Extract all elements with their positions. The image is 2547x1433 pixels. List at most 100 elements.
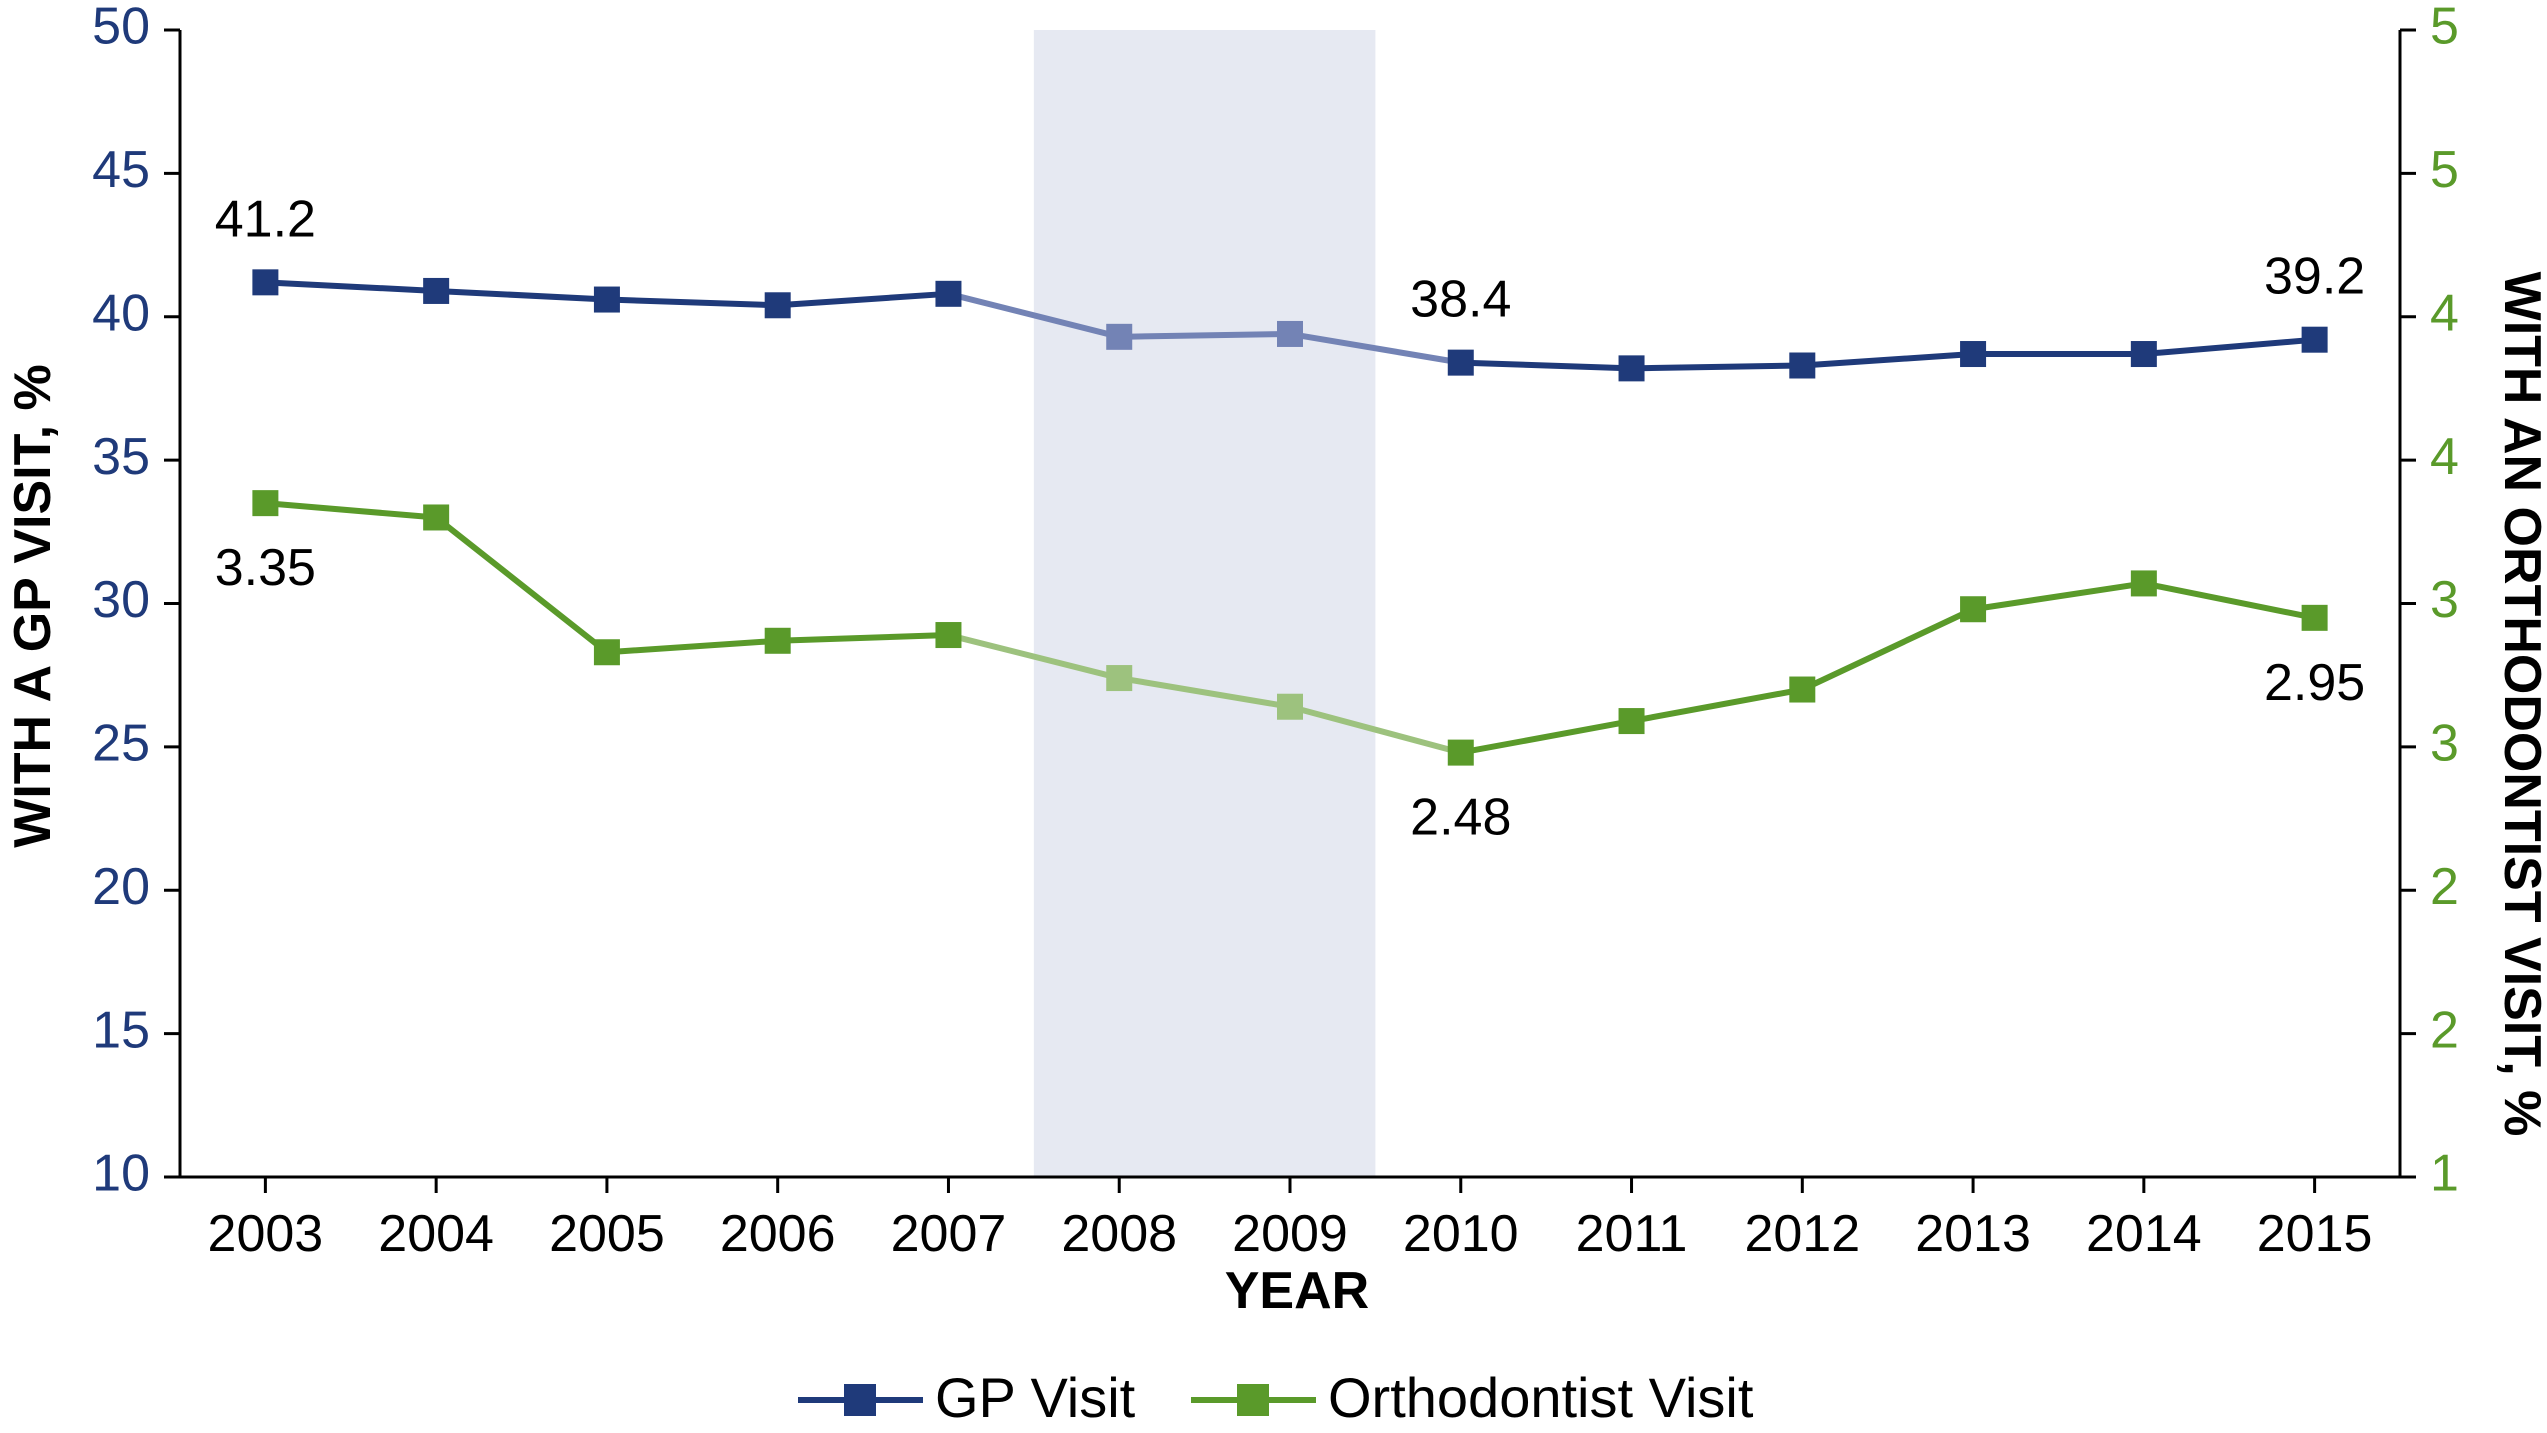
- series-orthodontist-segment: [1799, 606, 1977, 693]
- series-orthodontist-point: [2130, 570, 2157, 597]
- x-tick-label: 2011: [1576, 1205, 1688, 1263]
- series-gp-point: [1960, 341, 1987, 368]
- y-axis-right-title: WITH AN ORTHODONTIST VISIT, %: [2493, 272, 2547, 1137]
- y-left-tick-label: 20: [92, 858, 150, 916]
- series-gp-point: [593, 286, 620, 313]
- data-label: 3.35: [215, 539, 316, 597]
- data-label: 2.95: [2264, 654, 2365, 712]
- series-gp-segment: [262, 279, 440, 294]
- highlight-band-layer: [1033, 30, 1376, 1177]
- x-tick-label: 2007: [891, 1205, 1007, 1263]
- series-gp-point: [252, 269, 279, 296]
- y-right-tick-label: 2: [2430, 858, 2459, 916]
- series-orthodontist-point: [764, 627, 791, 654]
- series-orthodontist-point: [593, 639, 620, 666]
- series-gp-segment: [433, 287, 610, 303]
- x-tick-label: 2004: [378, 1205, 494, 1263]
- series-gp-point: [764, 292, 791, 319]
- series-orthodontist-point: [1277, 693, 1303, 720]
- x-tick-label: 2005: [549, 1205, 665, 1263]
- series-gp-point: [1618, 355, 1645, 382]
- highlight-band: [1033, 30, 1376, 1177]
- series-gp-point: [1789, 352, 1816, 379]
- x-tick-label: 2012: [1744, 1205, 1860, 1263]
- series-orthodontist-segment: [945, 632, 1123, 682]
- x-tick-label: 2008: [1061, 1205, 1177, 1263]
- series-gp-point: [1106, 323, 1133, 350]
- y-axis-left-title: WITH A GP VISIT, %: [4, 364, 62, 847]
- x-tick-label: 2013: [1915, 1205, 2031, 1263]
- series-gp-segment: [1116, 330, 1293, 340]
- series-gp-point: [423, 277, 450, 304]
- series-gp-point: [935, 280, 962, 307]
- series-orthodontist-segment: [2140, 580, 2318, 621]
- series-orthodontist-segment: [774, 632, 952, 644]
- series-orthodontist-point: [935, 622, 962, 649]
- series-gp-point: [1447, 349, 1474, 376]
- legend-orthodontist-marker: [1237, 1384, 1269, 1416]
- data-labels-layer: 41.2 38.4 39.2 3.35 2.48 2.95: [215, 190, 2365, 846]
- legend-orthodontist-label: Orthodontist Visit: [1328, 1366, 1754, 1429]
- series-gp-point: [1277, 320, 1303, 347]
- y-right-tick-label: 5: [2430, 0, 2459, 56]
- series-orthodontist-segment: [1287, 703, 1464, 756]
- y-right-tick-label: 3: [2430, 571, 2459, 629]
- y-left-tick-label: 50: [92, 0, 150, 56]
- legend-gp-marker: [844, 1384, 876, 1416]
- data-label: 41.2: [215, 190, 316, 248]
- series-gp-segment: [1799, 351, 1977, 369]
- x-tick-label: 2009: [1232, 1205, 1348, 1263]
- series-orthodontist-point: [2301, 604, 2328, 631]
- series-layer: [252, 269, 2328, 766]
- series-orthodontist-segment: [262, 500, 440, 521]
- series-gp-segment: [2140, 336, 2318, 358]
- series-orthodontist-point: [1789, 676, 1816, 703]
- series-orthodontist-point: [423, 504, 450, 531]
- series-gp-segment: [774, 290, 952, 309]
- series-gp-segment: [945, 290, 1123, 340]
- x-axis-title: YEAR: [1225, 1262, 1369, 1320]
- series-orthodontist-segment: [1457, 718, 1635, 756]
- series-orthodontist-point: [1618, 708, 1645, 735]
- series-orthodontist-point: [1447, 739, 1474, 766]
- series-gp-segment: [603, 296, 781, 309]
- y-right-tick-label: 5: [2430, 141, 2459, 199]
- y-left-tick-label: 15: [92, 1001, 150, 1059]
- y-left-tick-label: 45: [92, 141, 150, 199]
- y-left-tick-label: 25: [92, 715, 150, 773]
- y-right-tick-label: 4: [2430, 284, 2459, 342]
- y-right-tick-label: 3: [2430, 715, 2459, 773]
- series-gp-segment: [1628, 362, 1806, 372]
- x-tick-label: 2014: [2086, 1205, 2202, 1263]
- series-gp-point: [2301, 326, 2328, 353]
- series-orthodontist-segment: [1116, 675, 1293, 710]
- y-right-tick-label: 4: [2430, 428, 2459, 486]
- x-tick-label: 2015: [2257, 1205, 2373, 1263]
- x-tick-label: 2003: [208, 1205, 324, 1263]
- series-orthodontist-point: [1960, 596, 1987, 623]
- data-label: 38.4: [1410, 271, 1511, 329]
- series-orthodontist-segment: [433, 514, 610, 656]
- y-left-tick-label: 30: [92, 571, 150, 629]
- series-orthodontist-point: [252, 490, 279, 517]
- series-gp-segment: [1457, 359, 1635, 372]
- x-tick-label: 2010: [1403, 1205, 1519, 1263]
- data-label: 2.48: [1410, 789, 1511, 847]
- data-label: 39.2: [2264, 248, 2365, 306]
- series-orthodontist-point: [1106, 665, 1133, 692]
- x-tick-label: 2006: [720, 1205, 836, 1263]
- series-gp-point: [2130, 341, 2157, 368]
- legend-gp-label: GP Visit: [935, 1366, 1136, 1429]
- y-left-tick-label: 40: [92, 284, 150, 342]
- legend: GP Visit Orthodontist Visit: [798, 1366, 1754, 1429]
- y-right-tick-label: 2: [2430, 1001, 2459, 1059]
- y-right-tick-label: 1: [2430, 1145, 2459, 1203]
- series-gp-segment: [1287, 330, 1464, 366]
- series-orthodontist-segment: [1628, 686, 1806, 725]
- y-left-tick-label: 10: [92, 1145, 150, 1203]
- series-orthodontist-segment: [603, 637, 781, 656]
- series-orthodontist-segment: [1970, 580, 2147, 613]
